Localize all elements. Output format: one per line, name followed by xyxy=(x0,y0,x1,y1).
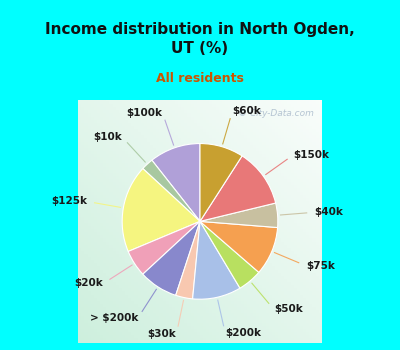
Text: $40k: $40k xyxy=(314,207,343,217)
Wedge shape xyxy=(143,160,200,222)
Wedge shape xyxy=(200,222,278,272)
Wedge shape xyxy=(176,222,200,299)
Text: $20k: $20k xyxy=(75,279,104,288)
Text: $200k: $200k xyxy=(225,328,261,338)
Wedge shape xyxy=(200,156,276,222)
Wedge shape xyxy=(152,144,200,222)
Wedge shape xyxy=(200,222,259,288)
Text: © City-Data.com: © City-Data.com xyxy=(238,110,314,119)
Text: $60k: $60k xyxy=(232,106,261,116)
Wedge shape xyxy=(200,203,278,228)
Text: > $200k: > $200k xyxy=(90,313,138,323)
Text: $125k: $125k xyxy=(51,196,87,206)
Text: Income distribution in North Ogden,
UT (%): Income distribution in North Ogden, UT (… xyxy=(45,22,355,56)
Wedge shape xyxy=(143,222,200,295)
Wedge shape xyxy=(193,222,240,299)
Text: $10k: $10k xyxy=(93,132,122,142)
Wedge shape xyxy=(122,169,200,251)
Text: $30k: $30k xyxy=(148,329,176,339)
Text: $100k: $100k xyxy=(126,108,162,118)
Text: $50k: $50k xyxy=(274,304,302,314)
Text: All residents: All residents xyxy=(156,72,244,85)
Text: $150k: $150k xyxy=(294,150,330,160)
Wedge shape xyxy=(200,144,242,222)
Text: $75k: $75k xyxy=(306,261,335,271)
Wedge shape xyxy=(128,222,200,274)
